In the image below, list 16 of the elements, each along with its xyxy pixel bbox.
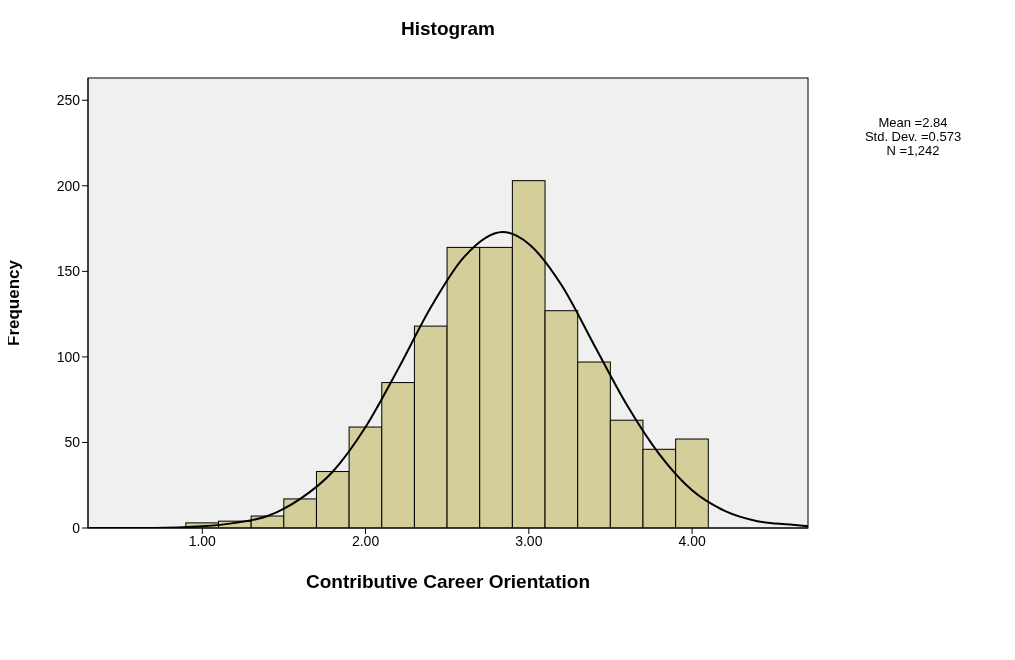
x-axis-title: Contributive Career Orientation: [306, 571, 590, 592]
y-axis-title: Frequency: [4, 259, 24, 346]
text: Mean =2.84: [877, 115, 949, 130]
text: N =1,242: [885, 143, 941, 158]
x-tick-label: 3.00: [515, 532, 543, 549]
y-tick-label: 0: [72, 519, 81, 536]
x-tick-label: 4.00: [678, 532, 706, 549]
x-tick-label: 1.00: [188, 532, 217, 549]
y-tick-label: 100: [56, 348, 81, 365]
text: Std. Dev. =0.573: [863, 129, 963, 144]
y-tick-label: 200: [56, 177, 81, 194]
y-tick-label: 150: [56, 263, 81, 280]
x-tick-label: 2.00: [351, 532, 380, 549]
y-tick-label: 50: [64, 434, 81, 451]
y-tick-label: 250: [56, 92, 81, 109]
chart-title: Histogram: [400, 18, 496, 40]
